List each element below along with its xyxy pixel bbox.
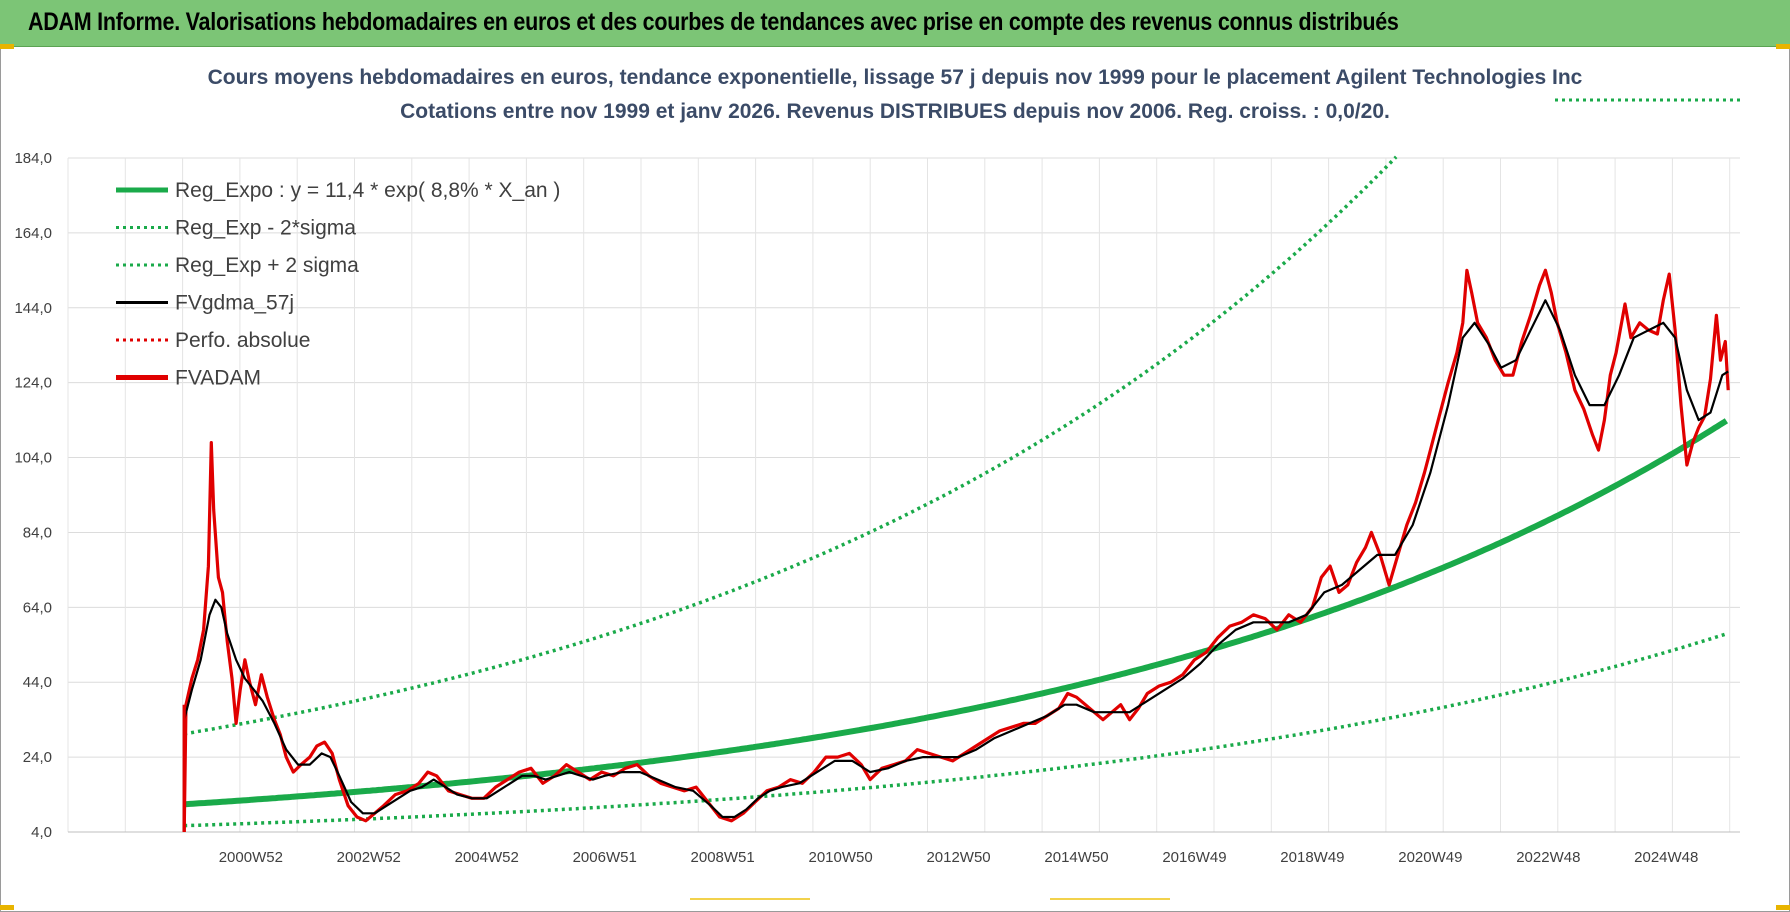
y-tick-label: 184,0 xyxy=(14,150,52,167)
header-bar: ADAM Informe. Valorisations hebdomadaire… xyxy=(0,0,1790,47)
series-layer xyxy=(182,155,1730,833)
y-tick-label: 164,0 xyxy=(14,225,52,242)
legend-label: FVADAM xyxy=(175,367,261,390)
x-tick-label: 2006W51 xyxy=(573,849,637,866)
y-tick-label: 44,0 xyxy=(23,674,52,691)
page-title: ADAM Informe. Valorisations hebdomadaire… xyxy=(28,8,1399,36)
series-fvgdma-57j xyxy=(183,299,1729,819)
legend: Reg_Expo : y = 11,4 * exp( 8,8% * X_an )… xyxy=(116,179,560,390)
series-reg-exp-minus-2sigma xyxy=(184,632,1727,828)
y-tick-label: 104,0 xyxy=(14,450,52,467)
x-tick-label: 2004W52 xyxy=(455,849,519,866)
x-tick-label: 2024W48 xyxy=(1634,849,1698,866)
x-tick-label: 2016W49 xyxy=(1162,849,1226,866)
x-tick-label: 2008W51 xyxy=(691,849,755,866)
legend-label: FVgdma_57j xyxy=(175,292,294,315)
corner-marker xyxy=(1776,44,1790,49)
x-tick-label: 2020W49 xyxy=(1398,849,1462,866)
x-tick-label: 2022W48 xyxy=(1516,849,1580,866)
series-reg-exp-plus-2sigma xyxy=(183,155,1398,736)
x-tick-label: 2002W52 xyxy=(337,849,401,866)
x-tick-label: 2014W50 xyxy=(1044,849,1108,866)
decorative-rule xyxy=(1050,898,1170,900)
legend-label: Perfo. absolue xyxy=(175,329,310,352)
corner-marker xyxy=(1776,905,1790,910)
y-tick-label: 144,0 xyxy=(14,300,52,317)
x-axis: 2000W52 2002W52 2004W52 2006W51 2008W51 2010W… xyxy=(219,849,1699,866)
y-tick-label: 124,0 xyxy=(14,375,52,392)
chart-subtitle-line2: Cotations entre nov 1999 et janv 2026. R… xyxy=(400,100,1390,123)
decorative-rule xyxy=(690,898,810,900)
chart: Cours moyens hebdomadaires en euros, ten… xyxy=(14,66,1740,866)
x-tick-label: 2010W50 xyxy=(808,849,872,866)
x-tick-label: 2000W52 xyxy=(219,849,283,866)
grid xyxy=(67,157,1740,833)
x-tick-label: 2012W50 xyxy=(926,849,990,866)
series-reg-expo xyxy=(183,418,1729,808)
y-tick-label: 84,0 xyxy=(23,524,52,541)
y-tick-label: 64,0 xyxy=(23,599,52,616)
x-tick-label: 2018W49 xyxy=(1280,849,1344,866)
corner-marker xyxy=(0,44,14,49)
y-tick-label: 4,0 xyxy=(31,824,52,841)
y-axis: 184,0 164,0 144,0 124,0 104,0 84,0 64,0 44,0 24,… xyxy=(14,150,52,841)
chart-subtitle-line1: Cours moyens hebdomadaires en euros, ten… xyxy=(208,66,1583,89)
series-fvadam xyxy=(182,268,1730,833)
corner-marker xyxy=(0,905,14,910)
legend-label: Reg_Exp - 2*sigma xyxy=(175,217,356,240)
y-tick-label: 24,0 xyxy=(23,749,52,766)
legend-label: Reg_Expo : y = 11,4 * exp( 8,8% * X_an ) xyxy=(175,179,560,202)
legend-label: Reg_Exp + 2 sigma xyxy=(175,254,359,277)
